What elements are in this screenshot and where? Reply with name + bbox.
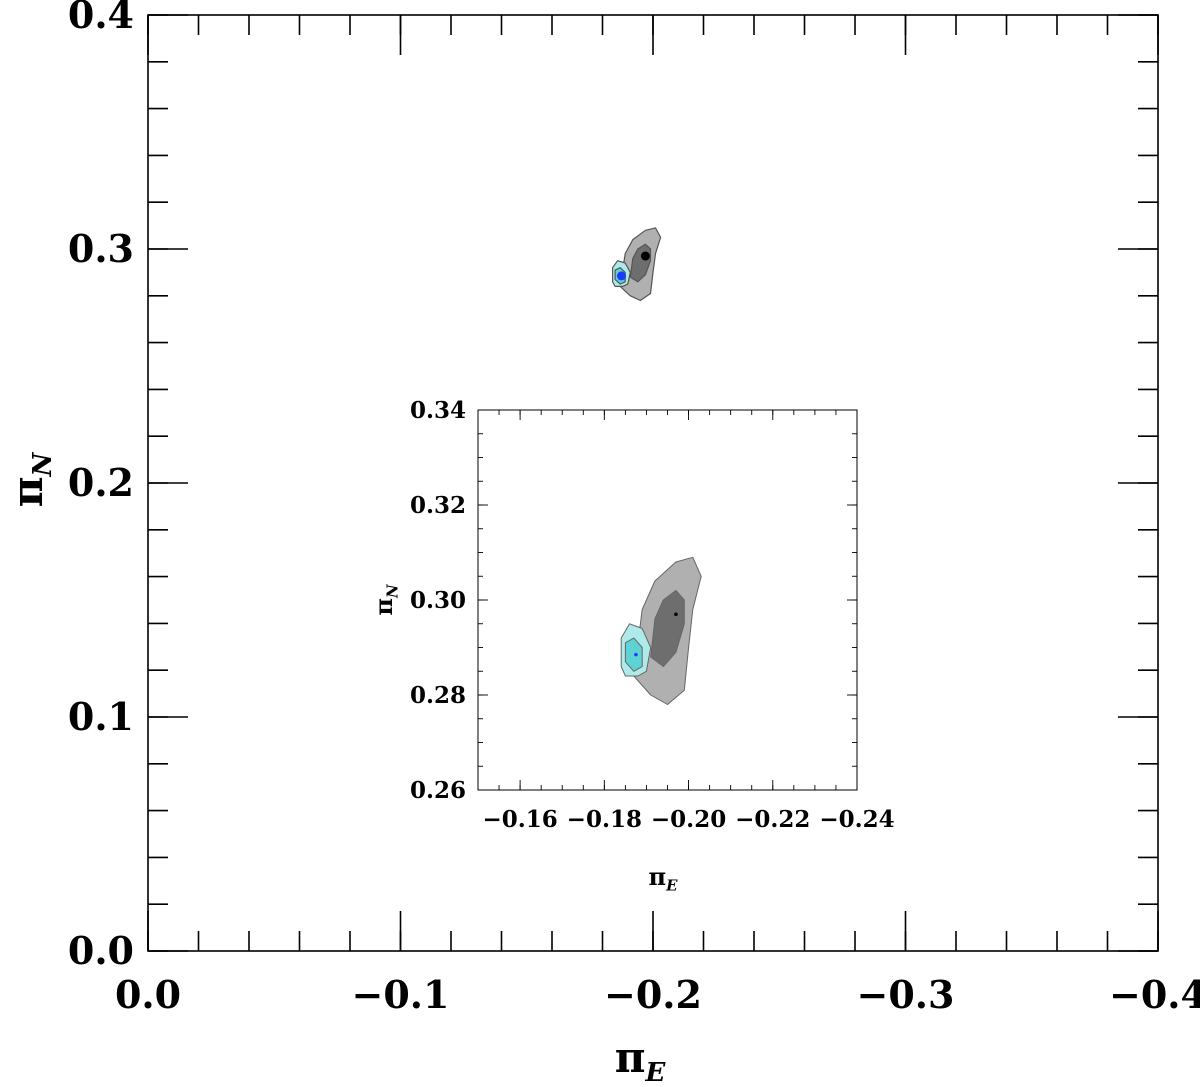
main-y-tick-label: 0.2 (68, 460, 134, 505)
main-x-axis-label-subscript: E (644, 1058, 666, 1087)
inset-x-axis-label-base: π (649, 862, 667, 891)
main-x-axis-label: πE (615, 1033, 667, 1087)
inset-x-tick-label: −0.22 (735, 806, 810, 833)
main-x-axis-label-text: πE (615, 1033, 667, 1087)
inset-series-1-inner-contour (624, 637, 643, 672)
inset-x-tick-label: −0.20 (651, 806, 726, 833)
inset-x-axis-label: πE (649, 862, 679, 894)
inset-y-tick-label: 0.26 (410, 777, 466, 804)
main-x-tick-label: 0.0 (115, 972, 181, 1017)
main-panel: 0.0 −0.1 −0.2 −0.3 −0.4 0.0 0.1 0.2 0.3 0.4 (68, 0, 1200, 1017)
main-y-axis-label: πN (3, 452, 58, 508)
series-1-point-0 (616, 271, 626, 281)
inset-series-0-inner-contour (650, 590, 685, 667)
series-0-point-0 (640, 251, 650, 261)
main-x-axis-label-base: π (615, 1033, 646, 1082)
main-x-tick-label: −0.4 (1109, 972, 1200, 1017)
inset-y-tick-label: 0.30 (410, 587, 466, 614)
inset-series-1-point-0 (634, 652, 638, 657)
inset-x-tick-label: −0.18 (567, 806, 642, 833)
main-x-tick-label: −0.3 (857, 972, 955, 1017)
inset-y-axis-label: πN (369, 583, 401, 616)
main-y-tick-label: 0.1 (68, 694, 134, 739)
inset-x-axis-label-subscript: E (665, 876, 678, 894)
main-y-tick-label: 0.4 (68, 0, 134, 37)
inset-x-axis-label-text: πE (649, 862, 679, 894)
main-y-tick-label: 0.3 (68, 226, 134, 271)
main-y-axis-label-text: πN (3, 452, 58, 508)
inset-x-tick-label: −0.16 (482, 806, 557, 833)
inset-y-axis-label-subscript: N (383, 583, 401, 599)
main-x-tick-label: −0.1 (352, 972, 450, 1017)
inset-panel: −0.16 −0.18 −0.20 −0.22 −0.24 0.26 0.28 0.30 0.3… (410, 397, 895, 833)
main-y-axis-label-base: π (3, 477, 52, 508)
inset-y-axis-label-text: πN (369, 583, 401, 616)
inset-y-tick-label: 0.32 (410, 492, 466, 519)
inset-y-tick-label: 0.28 (410, 682, 466, 709)
main-y-axis-label-subscript: N (28, 452, 58, 478)
inset-x-tick-label: −0.24 (819, 806, 894, 833)
inset-y-axis-label-base: π (369, 598, 398, 616)
main-x-tick-label: −0.2 (604, 972, 702, 1017)
inset-y-tick-label: 0.34 (410, 397, 466, 424)
inset-series-0-point-0 (674, 612, 678, 617)
main-y-tick-label: 0.0 (68, 928, 134, 973)
